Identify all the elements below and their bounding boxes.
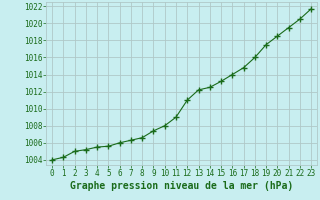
- X-axis label: Graphe pression niveau de la mer (hPa): Graphe pression niveau de la mer (hPa): [70, 181, 293, 191]
